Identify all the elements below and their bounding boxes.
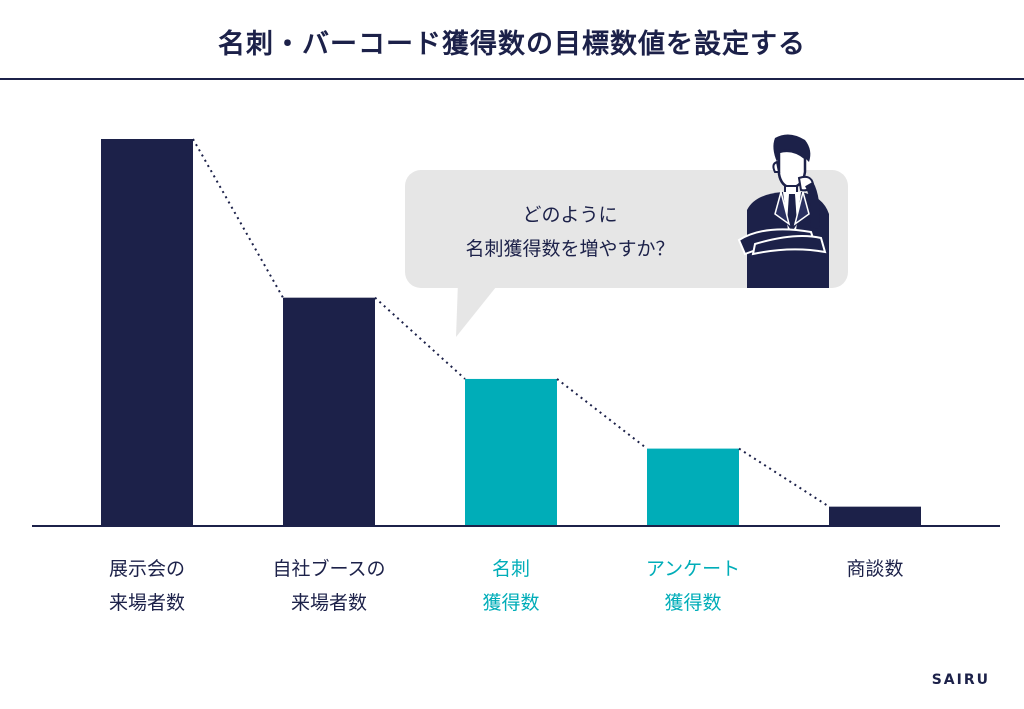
title-divider — [0, 78, 1024, 80]
bar-group — [101, 139, 921, 526]
callout-text: どのように 名刺獲得数を増やすか？ — [465, 204, 675, 260]
trend-line-group — [192, 138, 830, 508]
trend-segment-3 — [556, 378, 648, 450]
trend-segment-1 — [192, 138, 284, 299]
bar-3 — [465, 378, 557, 526]
bar-5 — [829, 506, 921, 526]
chart-title: 名刺・バーコード獲得数の目標数値を設定する — [218, 29, 806, 60]
bar-2 — [283, 297, 375, 526]
bar-1 — [101, 139, 193, 526]
businessman-thinking-icon — [737, 134, 829, 288]
trend-segment-4 — [738, 447, 830, 508]
brand-logo-text: SAIRU — [931, 672, 990, 688]
x-tick-label-4: アンケート 獲得数 — [645, 558, 741, 614]
x-tick-label-5: 商談数 — [846, 558, 904, 580]
x-tick-label-3: 名刺 獲得数 — [482, 558, 540, 614]
trend-segment-2 — [374, 296, 466, 380]
bar-4 — [647, 448, 739, 526]
x-tick-label-2: 自社ブースの 来場者数 — [272, 558, 386, 614]
x-tick-label-1: 展示会の 来場者数 — [108, 558, 185, 614]
